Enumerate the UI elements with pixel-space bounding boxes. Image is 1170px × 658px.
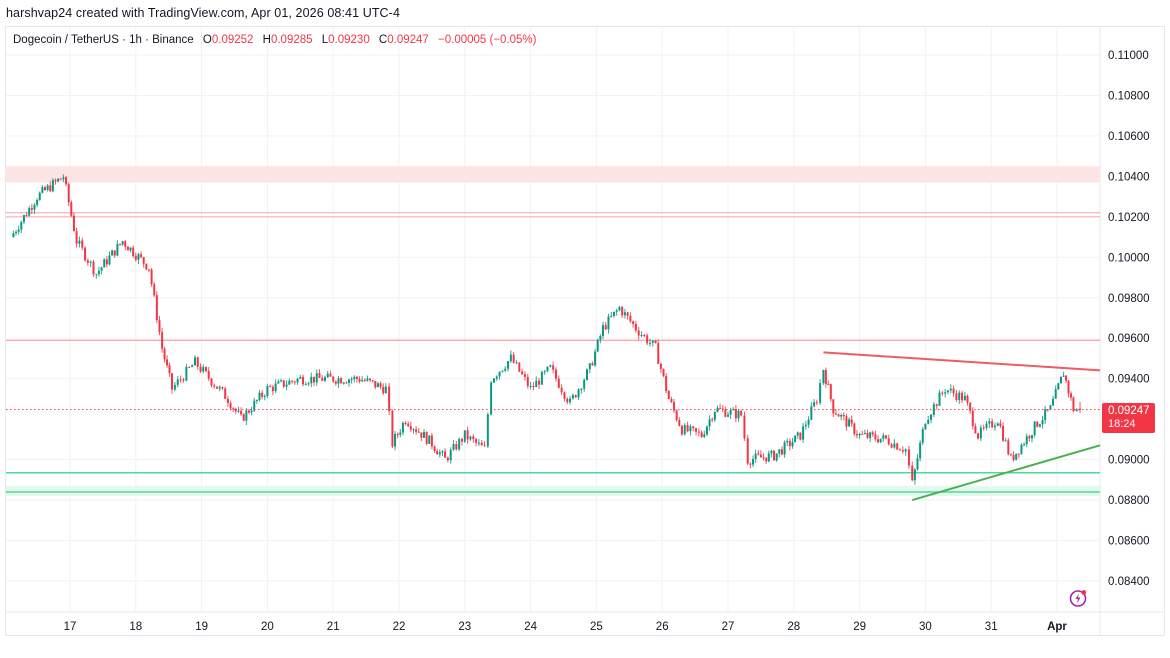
symbol-legend: Dogecoin / TetherUS · 1h · Binance O0.09… <box>13 34 536 46</box>
time-axis-label: 17 <box>64 621 77 633</box>
lightning-alert-icon[interactable] <box>1068 588 1088 608</box>
chart-frame <box>5 26 1165 636</box>
support-zone <box>6 485 1100 497</box>
price-axis-label: 0.10800 <box>1108 90 1150 102</box>
time-axis-label: 22 <box>393 621 406 633</box>
low-value: 0.09230 <box>328 34 370 46</box>
bar-countdown: 18:24 <box>1108 418 1136 430</box>
time-axis-label: 31 <box>985 621 998 633</box>
change-value: −0.00005 (−0.05%) <box>438 34 537 46</box>
time-axis-label: 27 <box>722 621 735 633</box>
low-label: L <box>321 34 329 46</box>
symbol-name[interactable]: Dogecoin / TetherUS · 1h · Binance <box>13 34 194 46</box>
time-axis-label: Apr <box>1047 621 1067 633</box>
time-axis-label: 26 <box>656 621 669 633</box>
open-label: O <box>202 34 212 46</box>
drawings <box>6 166 1100 497</box>
time-axis-label: 21 <box>327 621 340 633</box>
price-axis-label: 0.10200 <box>1108 212 1150 224</box>
price-axis-label: 0.08400 <box>1108 576 1150 588</box>
time-axis-label: 23 <box>458 621 471 633</box>
price-axis-label: 0.09800 <box>1108 293 1150 305</box>
time-axis-label: 29 <box>853 621 866 633</box>
time-axis-label: 20 <box>261 621 274 633</box>
time-axis-label: 19 <box>195 621 208 633</box>
current-price-tag: 0.09247 18:24 <box>1102 403 1155 433</box>
close-value: 0.09247 <box>387 34 429 46</box>
price-axis-label: 0.09600 <box>1108 333 1150 345</box>
time-axis-label: 25 <box>590 621 603 633</box>
price-axis-label: 0.09400 <box>1108 374 1150 386</box>
chart-credit: harshvap24 created with TradingView.com,… <box>6 6 400 20</box>
price-axis-label: 0.08800 <box>1108 495 1150 507</box>
candles <box>12 174 1082 485</box>
grid <box>6 27 1100 612</box>
descending-trendline[interactable] <box>823 351 1101 372</box>
close-label: C <box>378 34 388 46</box>
price-axis-label: 0.10400 <box>1108 171 1150 183</box>
time-axis-label: 24 <box>524 621 537 633</box>
price-axis-label: 0.10000 <box>1108 252 1150 264</box>
ascending-trendline[interactable] <box>911 444 1101 502</box>
time-axis-label: 18 <box>129 621 142 633</box>
current-price-value: 0.09247 <box>1108 405 1150 417</box>
price-axis-label: 0.11000 <box>1108 50 1149 62</box>
high-label: H <box>262 34 271 46</box>
price-axis-label: 0.10600 <box>1108 131 1150 143</box>
price-axis-label: 0.08600 <box>1108 536 1150 548</box>
resistance-zone <box>6 166 1100 183</box>
open-value: 0.09252 <box>211 34 254 46</box>
time-axis-label: 30 <box>919 621 932 633</box>
time-axis-label: 28 <box>787 621 800 633</box>
high-value: 0.09285 <box>270 34 313 46</box>
price-axis-label: 0.09000 <box>1108 455 1150 467</box>
